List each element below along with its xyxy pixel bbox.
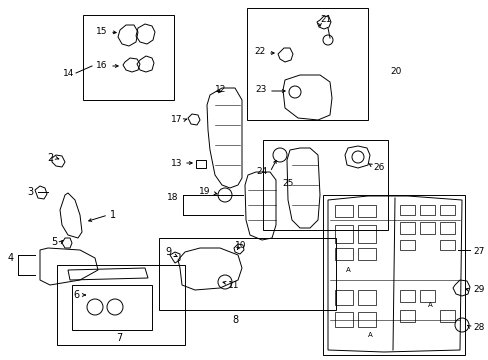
Bar: [399, 290, 414, 302]
Text: 21: 21: [319, 15, 331, 24]
Bar: [263, 140, 387, 230]
Text: 15: 15: [95, 27, 107, 36]
Bar: [334, 205, 352, 217]
Text: 8: 8: [231, 315, 238, 325]
Text: 3: 3: [27, 187, 33, 197]
Bar: [72, 285, 152, 330]
Text: 13: 13: [170, 158, 182, 167]
Bar: [399, 222, 414, 234]
Bar: [57, 265, 184, 345]
Bar: [439, 205, 454, 215]
Text: 2: 2: [47, 153, 53, 163]
Bar: [419, 222, 434, 234]
Text: 24: 24: [256, 167, 267, 176]
Text: 9: 9: [165, 247, 172, 257]
Bar: [399, 205, 414, 215]
Bar: [439, 240, 454, 250]
Bar: [323, 195, 464, 355]
Text: 5: 5: [51, 237, 57, 247]
Bar: [357, 205, 375, 217]
Text: 23: 23: [255, 85, 266, 94]
Bar: [246, 8, 367, 120]
Text: 27: 27: [472, 248, 484, 256]
Text: 12: 12: [215, 85, 226, 94]
Bar: [357, 248, 375, 260]
Text: 6: 6: [74, 290, 80, 300]
Bar: [439, 310, 454, 322]
Text: 14: 14: [62, 68, 74, 77]
Text: 28: 28: [472, 323, 484, 332]
Bar: [357, 225, 375, 243]
Bar: [334, 225, 352, 243]
Text: 25: 25: [282, 179, 293, 188]
Text: 11: 11: [227, 280, 239, 289]
Bar: [419, 290, 434, 302]
Text: 7: 7: [116, 333, 122, 343]
Bar: [399, 240, 414, 250]
Bar: [357, 312, 375, 327]
Bar: [357, 290, 375, 305]
Text: A: A: [345, 267, 350, 273]
Text: 22: 22: [254, 48, 265, 57]
Bar: [334, 312, 352, 327]
Bar: [439, 222, 454, 234]
Text: 29: 29: [472, 285, 484, 294]
Text: 16: 16: [95, 62, 107, 71]
Text: 4: 4: [8, 253, 14, 263]
Bar: [196, 160, 205, 168]
Text: 10: 10: [235, 240, 246, 249]
Text: 20: 20: [389, 68, 401, 77]
Text: 1: 1: [110, 210, 116, 220]
Text: 26: 26: [372, 163, 384, 172]
Text: 19: 19: [198, 188, 209, 197]
Text: A: A: [427, 302, 431, 308]
Bar: [419, 205, 434, 215]
Bar: [334, 290, 352, 305]
Text: 17: 17: [170, 116, 182, 125]
Bar: [334, 248, 352, 260]
Bar: [83, 15, 174, 100]
Text: 18: 18: [166, 194, 178, 202]
Text: A: A: [367, 332, 372, 338]
Bar: [159, 238, 335, 310]
Bar: [399, 310, 414, 322]
